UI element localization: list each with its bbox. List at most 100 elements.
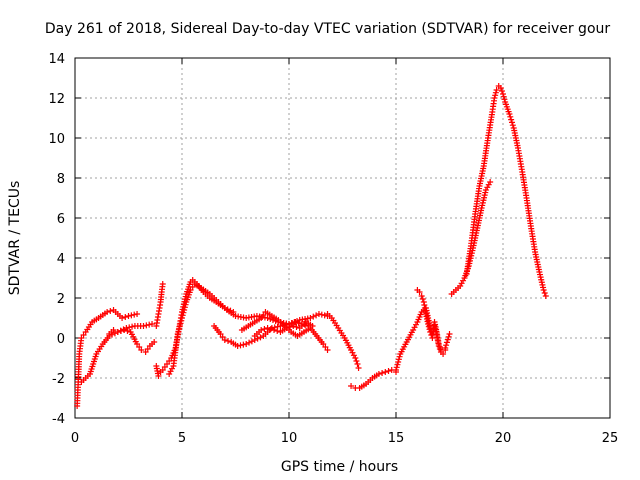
x-tick-label: 15 xyxy=(388,431,405,446)
data-point xyxy=(182,301,189,308)
data-point xyxy=(177,320,184,327)
y-tick-label: 2 xyxy=(57,292,65,307)
data-point xyxy=(542,293,549,299)
data-point xyxy=(500,93,507,100)
data-point xyxy=(302,322,309,328)
data-point xyxy=(151,339,158,345)
data-point xyxy=(221,337,228,343)
data-point xyxy=(385,368,392,374)
data-point xyxy=(111,330,118,337)
data-point xyxy=(348,383,355,389)
data-point xyxy=(443,339,450,346)
data-point xyxy=(225,338,232,344)
data-point xyxy=(321,312,328,319)
data-point xyxy=(395,359,402,365)
data-point xyxy=(436,346,443,352)
data-point xyxy=(493,87,500,93)
data-point xyxy=(131,311,138,318)
data-point xyxy=(179,312,186,319)
data-point xyxy=(498,88,505,94)
data-point xyxy=(353,358,360,364)
data-point xyxy=(507,113,514,120)
data-point xyxy=(109,331,116,338)
data-point xyxy=(444,336,451,343)
y-tick-label: 12 xyxy=(48,92,65,107)
data-point xyxy=(307,315,314,321)
x-tick-label: 25 xyxy=(602,431,619,446)
data-point xyxy=(295,320,302,326)
data-point xyxy=(271,327,278,333)
data-point xyxy=(271,324,278,331)
data-point xyxy=(179,315,185,321)
data-point xyxy=(264,325,271,331)
data-point xyxy=(286,321,292,327)
plot-frame xyxy=(74,57,611,419)
series-trace-a xyxy=(74,307,141,409)
data-point xyxy=(491,95,498,101)
data-point xyxy=(146,321,153,328)
data-point xyxy=(107,308,114,314)
data-point xyxy=(175,328,182,335)
data-point xyxy=(416,289,423,295)
data-point xyxy=(118,328,125,334)
grid-lines xyxy=(75,58,610,418)
data-point xyxy=(541,290,548,296)
y-tick-label: -2 xyxy=(52,372,65,387)
y-tick-label: 6 xyxy=(57,212,65,227)
data-point xyxy=(287,324,294,330)
data-point xyxy=(257,334,264,341)
data-point xyxy=(237,342,244,349)
data-point xyxy=(181,304,188,311)
data-point xyxy=(508,119,515,126)
data-point xyxy=(509,122,516,129)
data-point xyxy=(243,341,250,347)
data-marks xyxy=(74,83,549,409)
data-point xyxy=(352,355,359,361)
data-point xyxy=(419,296,426,302)
data-point xyxy=(375,371,382,377)
data-point xyxy=(290,323,297,329)
series-trace-b xyxy=(78,281,166,385)
data-point xyxy=(425,323,432,330)
data-point xyxy=(355,365,362,371)
data-point xyxy=(443,342,450,349)
x-tick-label: 10 xyxy=(281,431,298,446)
data-point xyxy=(309,323,316,329)
x-tick-label: 0 xyxy=(71,431,79,446)
data-point xyxy=(283,325,290,331)
data-point xyxy=(435,343,442,349)
data-point xyxy=(293,324,300,330)
data-point xyxy=(354,361,361,367)
y-tick-label: 8 xyxy=(57,172,65,187)
data-point xyxy=(418,293,425,299)
data-point xyxy=(446,331,453,337)
data-point xyxy=(393,364,400,371)
y-tick-label: -4 xyxy=(52,412,65,427)
data-point xyxy=(104,309,111,315)
data-point xyxy=(506,111,513,117)
y-tick-label: 4 xyxy=(57,252,65,267)
data-point xyxy=(180,309,187,316)
series-trace-k xyxy=(393,305,453,373)
data-point xyxy=(492,92,499,99)
data-point xyxy=(396,353,403,360)
data-point xyxy=(114,329,121,335)
data-point xyxy=(274,328,281,334)
data-point xyxy=(324,347,331,353)
data-point xyxy=(178,317,185,324)
data-point xyxy=(492,89,499,96)
data-point xyxy=(432,328,439,335)
data-point xyxy=(501,96,508,103)
data-point xyxy=(487,179,494,185)
data-point xyxy=(431,323,438,329)
data-point xyxy=(149,321,156,327)
data-point xyxy=(395,356,402,363)
data-point xyxy=(261,326,268,332)
data-point xyxy=(445,333,452,340)
data-point xyxy=(379,370,386,376)
data-point xyxy=(234,343,241,349)
data-point xyxy=(134,311,141,317)
series-trace-h xyxy=(251,319,316,339)
data-point xyxy=(425,321,432,327)
data-point xyxy=(382,369,389,375)
